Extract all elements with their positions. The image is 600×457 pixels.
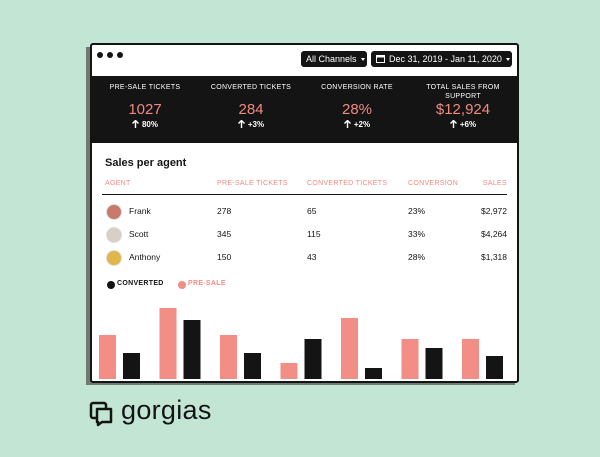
calendar-icon <box>376 55 385 63</box>
bar <box>280 363 298 379</box>
date-dropdown[interactable]: Dec 31, 2019 - Jan 11, 2020 <box>371 51 512 67</box>
legend-label: CONVERTED <box>117 280 164 287</box>
up-arrow <box>237 119 245 128</box>
bar <box>341 318 358 379</box>
stat-change: +3% <box>198 119 304 131</box>
table-cell: 150 <box>217 252 232 262</box>
date-label: Dec 31, 2019 - Jan 11, 2020 <box>389 54 502 64</box>
table-cell: 33% <box>408 229 426 239</box>
stats-band: PRE-SALE TICKETS 1027 80% CONVERTED TICKETS… <box>92 76 517 143</box>
table-cell: $1,318 <box>481 252 507 262</box>
column-header: PRE-SALE TICKETS <box>217 180 288 187</box>
app-window: All Channels Dec 31, 2019 - Jan 11, 2020… <box>90 43 519 383</box>
table-cell: 43 <box>307 252 317 262</box>
stat-label: CONVERSION RATE <box>321 84 393 91</box>
up-arrow <box>131 119 139 128</box>
table-cell: Frank <box>129 206 151 216</box>
table-title: Sales per agent <box>105 157 187 169</box>
bar <box>365 368 382 379</box>
stat-change: +2% <box>304 119 410 131</box>
stat-value: 284 <box>238 101 264 118</box>
bar-chart <box>99 308 503 379</box>
stat: CONVERTED TICKETS 284 +3% <box>198 76 304 131</box>
stat: TOTAL SALES FROM SUPPORT $12,924 +6% <box>410 76 516 131</box>
table-cell: Anthony <box>129 252 161 262</box>
window-dot <box>117 52 123 58</box>
table-cell: 278 <box>217 206 232 216</box>
up-arrow <box>343 119 351 128</box>
table-cell: $4,264 <box>481 229 507 239</box>
legend-swatch <box>107 281 115 289</box>
bar <box>220 335 237 379</box>
avatar <box>106 204 122 220</box>
column-header: AGENT <box>105 180 131 187</box>
stat-change: +6% <box>410 119 516 131</box>
channel-dropdown[interactable]: All Channels <box>301 51 367 67</box>
bar <box>462 339 479 379</box>
brand-name: gorgias <box>121 395 212 425</box>
stat-value: $12,924 <box>435 101 491 118</box>
stat-label: PRE-SALE TICKETS <box>109 84 181 91</box>
stat-change-text: 80% <box>141 120 158 129</box>
bar <box>244 353 261 379</box>
stat-label: CONVERTED TICKETS <box>210 84 292 91</box>
stat: CONVERSION RATE 28% +2% <box>304 76 410 131</box>
stat-change-text: +2% <box>353 120 371 129</box>
table-cell: 23% <box>408 206 426 216</box>
column-header: CONVERSION <box>408 180 459 187</box>
table-cell: Scott <box>129 229 149 239</box>
table-cell: 65 <box>307 206 317 216</box>
bar <box>304 339 322 379</box>
avatar <box>106 250 122 266</box>
bar <box>183 320 201 379</box>
stat-label: TOTAL SALES FROM SUPPORT <box>426 84 500 100</box>
window-dot <box>107 52 113 58</box>
bar <box>486 356 503 379</box>
up-arrow <box>449 119 457 128</box>
window-dot <box>97 52 103 58</box>
logo-icon <box>89 401 113 427</box>
bar <box>401 339 419 379</box>
stat: PRE-SALE TICKETS 1027 80% <box>92 76 198 131</box>
stat-change-text: +6% <box>459 120 477 129</box>
channel-label: All Channels <box>306 54 357 64</box>
stat-change-text: +3% <box>247 120 265 129</box>
avatar <box>106 227 122 243</box>
stat-value: 28% <box>341 101 373 118</box>
table-cell: 345 <box>217 229 232 239</box>
table-cell: 28% <box>408 252 426 262</box>
bar <box>159 308 177 379</box>
legend-swatch <box>178 281 186 289</box>
stat-value: 1027 <box>128 101 162 118</box>
bar <box>425 348 443 379</box>
legend-label: PRE-SALE <box>188 280 226 287</box>
column-header: CONVERTED TICKETS <box>307 180 388 187</box>
bar <box>123 353 140 379</box>
stat-change: 80% <box>92 119 198 131</box>
table-cell: 115 <box>307 229 321 239</box>
column-header: SALES <box>482 180 507 187</box>
header-rule <box>102 194 507 195</box>
table-cell: $2,972 <box>481 206 507 216</box>
bar <box>99 335 116 379</box>
